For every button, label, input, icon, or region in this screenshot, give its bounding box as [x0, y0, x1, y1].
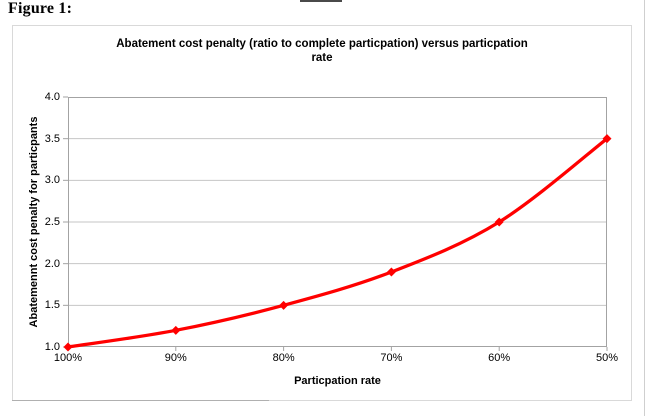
y-tick-label: 2.5 — [44, 216, 60, 228]
page-edge-line — [644, 0, 645, 416]
data-point-marker — [494, 217, 504, 227]
data-point-marker — [386, 267, 396, 277]
top-rule-fragment — [300, 0, 342, 2]
x-tick-label: 80% — [272, 352, 295, 364]
chart-figure: Abatement cost penalty (ratio to complet… — [12, 25, 632, 401]
figure-label: Figure 1: — [8, 0, 73, 17]
chart-title: Abatement cost penalty (ratio to complet… — [13, 37, 631, 65]
plot-area — [63, 96, 612, 352]
y-tick-label: 3.0 — [44, 174, 60, 187]
series-line — [66, 137, 609, 349]
x-tick-label: 90% — [164, 352, 187, 364]
data-point-marker — [602, 134, 612, 144]
data-point-marker — [171, 325, 181, 335]
x-tick-label: 60% — [488, 352, 511, 364]
chart-title-line2: rate — [311, 52, 333, 64]
y-tick-label: 2.0 — [44, 257, 60, 270]
frame-bottom-shade — [12, 400, 269, 401]
x-tick-label: 70% — [380, 352, 403, 364]
plot-border — [68, 97, 607, 347]
y-tick-label: 3.5 — [44, 132, 60, 145]
y-tick-label: 4.0 — [44, 91, 60, 103]
data-point-marker — [63, 342, 73, 352]
y-tick-label: 1.5 — [44, 299, 60, 312]
y-tick-label: 1.0 — [44, 341, 60, 353]
line-chart-svg — [63, 96, 612, 352]
x-tick-label: 50% — [595, 352, 619, 364]
x-tick-label: 100% — [53, 352, 83, 364]
chart-title-line1: Abatement cost penalty (ratio to complet… — [116, 38, 528, 50]
x-axis-title: Particpation rate — [294, 375, 381, 387]
data-point-marker — [279, 300, 289, 310]
